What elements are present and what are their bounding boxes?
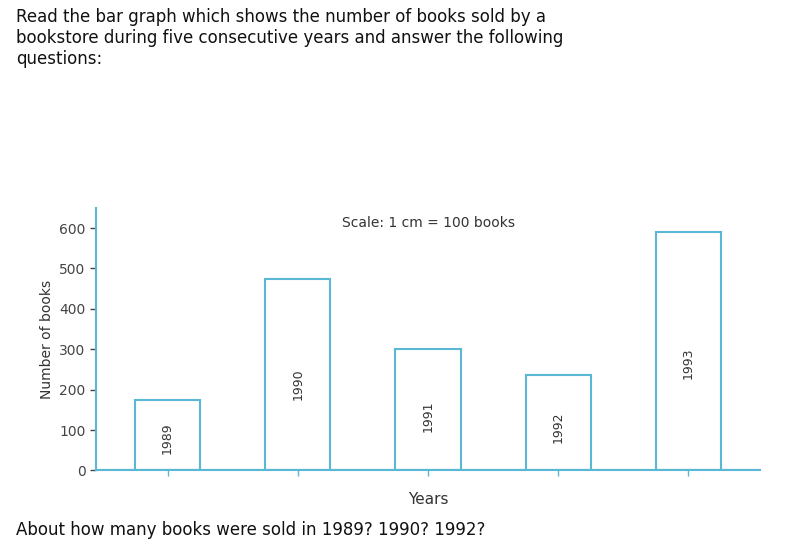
Bar (656, 232, 721, 470)
Y-axis label: Number of books: Number of books (40, 280, 54, 399)
Bar (395, 349, 461, 470)
Bar (135, 400, 200, 470)
Bar (526, 375, 590, 470)
Text: 1993: 1993 (682, 347, 695, 379)
Bar (266, 278, 330, 470)
Text: About how many books were sold in 1989? 1990? 1992?: About how many books were sold in 1989? … (16, 521, 486, 539)
Text: Scale: 1 cm = 100 books: Scale: 1 cm = 100 books (342, 216, 514, 230)
Text: 1992: 1992 (552, 412, 565, 444)
Text: Read the bar graph which shows the number of books sold by a
bookstore during fi: Read the bar graph which shows the numbe… (16, 8, 563, 68)
Text: 1990: 1990 (291, 368, 304, 400)
Text: 1991: 1991 (422, 400, 434, 432)
Text: 1989: 1989 (161, 423, 174, 455)
X-axis label: Years: Years (408, 492, 448, 507)
